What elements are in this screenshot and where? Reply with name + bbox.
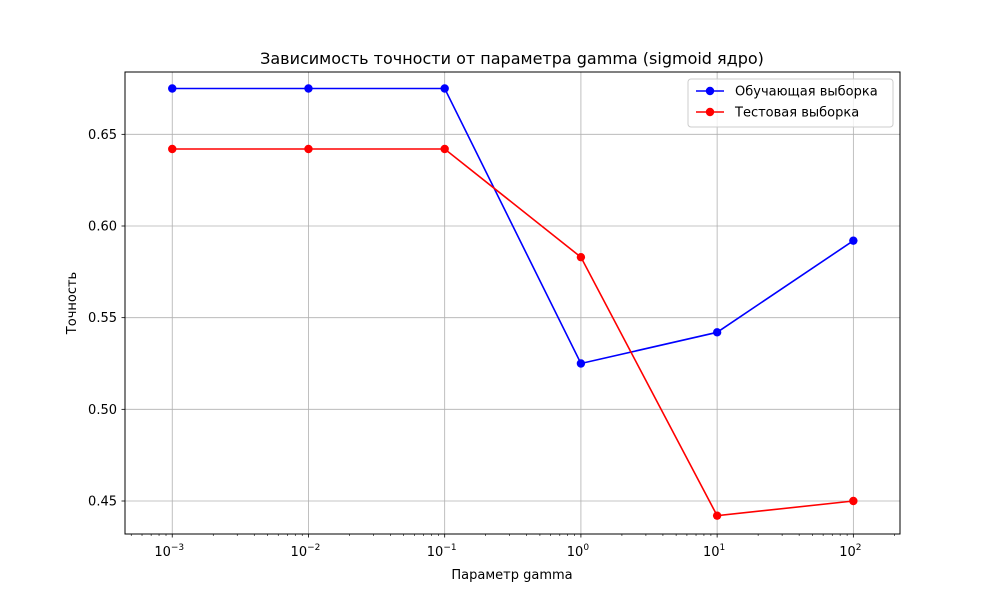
y-tick-label: 0.65 (88, 128, 117, 143)
y-tick-label: 0.60 (88, 220, 117, 235)
y-axis-label: Точность (65, 272, 80, 335)
x-tick-label: 10−3 (154, 543, 184, 560)
series-2-point (168, 144, 177, 154)
series-line-2 (172, 148, 854, 517)
plot-frame (124, 71, 901, 535)
series-2-point (849, 496, 858, 506)
legend-label-1: Обучающая выборка (735, 85, 878, 100)
ticks: 10−3 10−2 10−1 100 101 102 0.45 0.50 0.55 0.60 0.6… (88, 128, 895, 560)
y-tick-label: 0.45 (88, 495, 117, 510)
series-line-1 (172, 87, 854, 365)
series-1-point (168, 84, 177, 93)
x-axis-label: Параметр gamma (451, 568, 572, 583)
x-tick-label: 102 (839, 543, 861, 560)
series-1-point (440, 84, 449, 93)
series-1-point (849, 236, 858, 245)
y-tick-label: 0.55 (88, 311, 117, 326)
legend-label-2: Тестовая выборка (734, 106, 859, 121)
series-2-point (576, 252, 586, 262)
x-tick-label: 101 (703, 543, 725, 560)
y-tick-label: 0.50 (88, 403, 117, 418)
series-2-point (304, 144, 313, 154)
series-1-point (712, 328, 722, 337)
series-2-point (440, 144, 449, 154)
legend-marker-2 (705, 107, 715, 117)
legend-box (687, 78, 894, 128)
x-tick-label: 100 (567, 543, 590, 560)
series-2-point (712, 511, 722, 520)
legend-marker-1 (705, 86, 715, 96)
series-1-point (576, 359, 586, 368)
series-layer (168, 84, 858, 520)
chart-title: Зависимость точности от параметра gamma … (260, 49, 764, 68)
plot-area (125, 72, 900, 534)
series-1-point (304, 84, 313, 93)
legend: Обучающая выборка Тестовая выборка (687, 78, 894, 128)
x-tick-label: 10−2 (291, 543, 321, 560)
x-tick-label: 10−1 (427, 543, 457, 560)
